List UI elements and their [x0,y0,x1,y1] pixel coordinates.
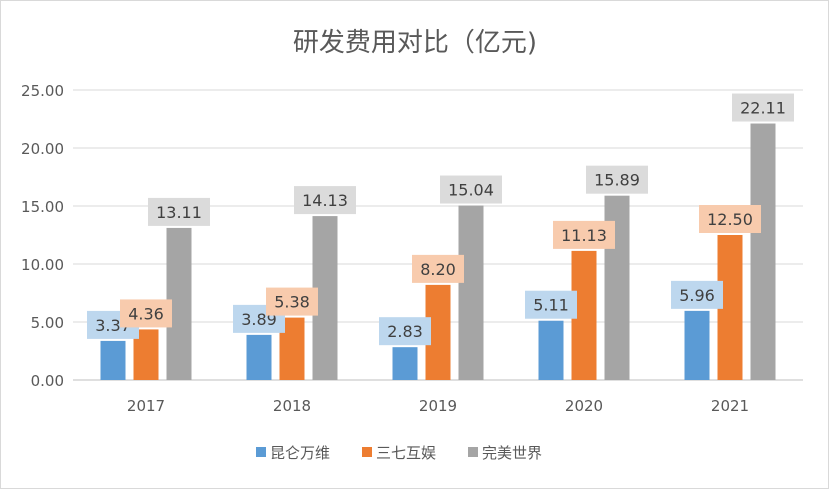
data-label-bg [440,175,502,204]
data-label-bg [379,317,431,346]
data-label-bg [412,254,464,283]
y-tick-label: 0.00 [31,372,64,390]
chart-title: 研发费用对比（亿元) [293,28,537,58]
data-label-bg [525,290,577,319]
x-tick-label: 2017 [127,397,165,415]
y-tick-label: 25.00 [21,82,64,100]
data-label: 15.89 [594,171,640,190]
data-label: 5.96 [679,286,715,305]
data-label: 4.36 [128,304,164,323]
data-label: 5.38 [274,293,310,312]
bar [100,340,126,380]
data-label-bg [586,165,648,194]
legend-label: 完美世界 [482,444,542,462]
bar [750,123,776,381]
y-tick-label: 20.00 [21,140,64,158]
data-label-bg [294,186,356,215]
x-tick-label: 2019 [419,397,457,415]
data-label: 22.11 [740,99,786,118]
data-label: 2.83 [387,322,423,341]
legend-swatch [362,447,372,457]
legend-swatch [468,447,478,457]
legend-label: 三七互娱 [376,444,436,462]
data-label-bg [120,299,172,328]
data-label-bg [732,93,794,122]
x-tick-label: 2021 [711,397,749,415]
bar [246,334,272,380]
data-label-bg [553,220,615,249]
data-label: 11.13 [561,226,607,245]
data-label: 5.11 [533,296,569,315]
x-tick-label: 2018 [273,397,311,415]
data-label-bg [148,197,210,226]
data-label-bg [699,205,761,233]
y-tick-label: 10.00 [21,256,64,274]
bar [538,320,564,380]
bar [458,205,484,380]
data-label-bg [266,287,318,316]
bar [684,310,710,380]
data-label: 8.20 [420,260,456,279]
y-tick-label: 15.00 [21,198,64,216]
data-label-bg [671,280,723,309]
legend-label: 昆仑万维 [270,444,330,462]
data-label: 14.13 [302,191,348,210]
data-label: 15.04 [448,181,494,200]
bar [392,347,418,380]
legend-swatch [256,447,266,457]
data-label: 12.50 [707,210,753,229]
data-label: 13.11 [156,203,202,222]
y-tick-label: 5.00 [31,314,64,332]
x-tick-label: 2020 [565,397,603,415]
